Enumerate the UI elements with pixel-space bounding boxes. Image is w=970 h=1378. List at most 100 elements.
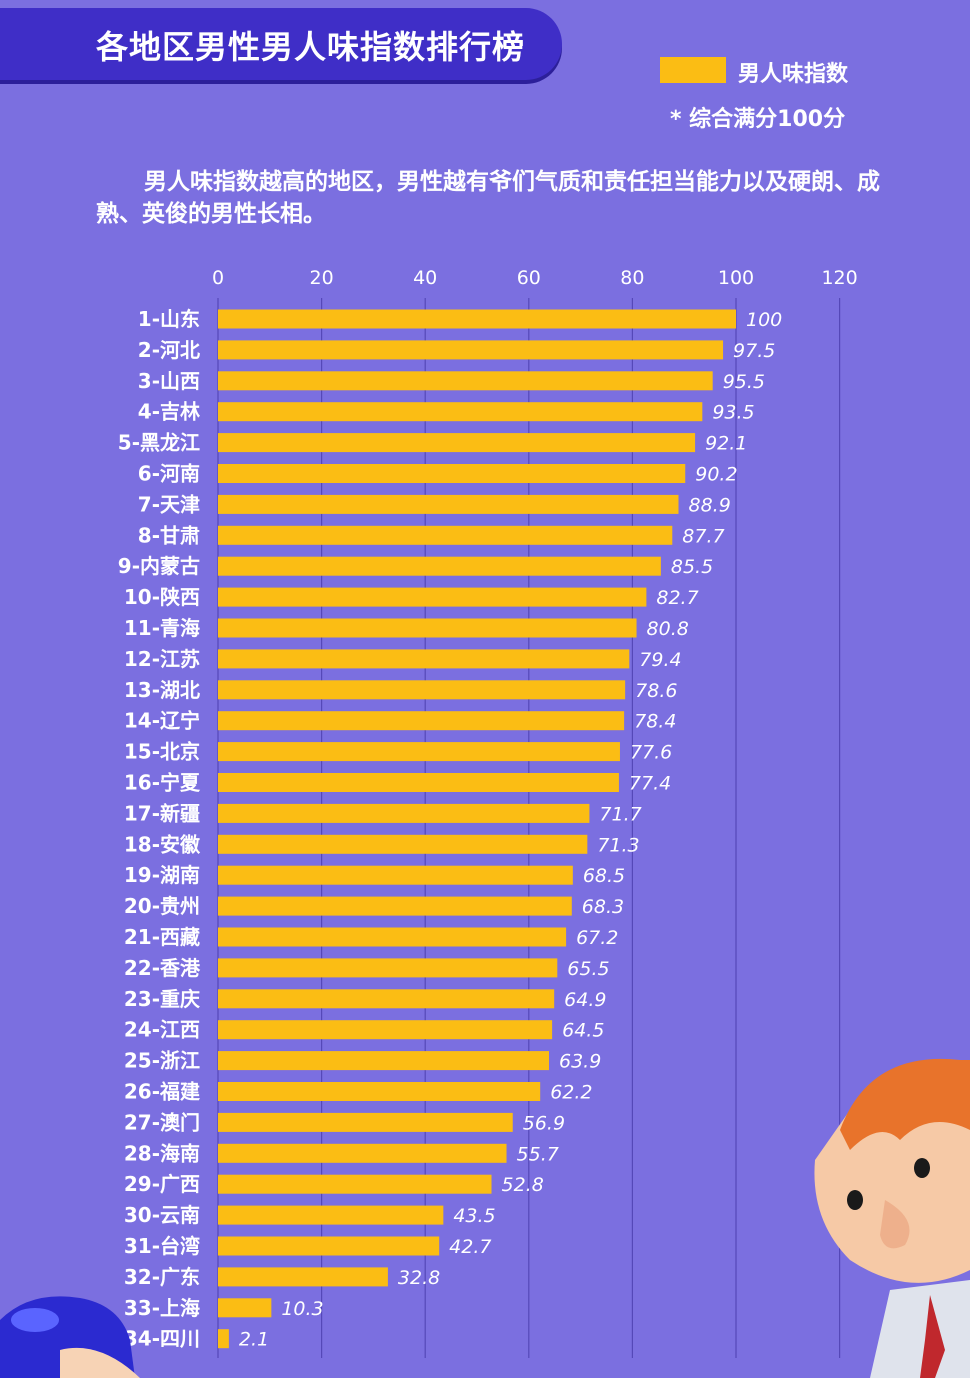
legend-label: 男人味指数 (738, 62, 849, 87)
category-labels: 1-山东 2-河北 3-山西 4-吉林 5-黑龙江 6-河南 7-天津 8-甘肃 9-内蒙古 10… (118, 307, 201, 1351)
value-label: 85.5 (671, 556, 713, 578)
value-label: 92.1 (705, 433, 747, 455)
category-label: 25-浙江 (124, 1049, 200, 1073)
category-label: 9-内蒙古 (118, 554, 200, 578)
category-label: 28-海南 (124, 1141, 200, 1165)
category-label: 32-广东 (124, 1265, 200, 1289)
category-label: 16-宁夏 (124, 771, 201, 795)
value-label: 87.7 (682, 525, 724, 547)
value-label: 52.8 (502, 1174, 544, 1196)
value-label: 67.2 (576, 927, 618, 949)
category-label: 6-河南 (138, 462, 200, 486)
value-label: 77.4 (629, 773, 671, 795)
category-label: 27-澳门 (124, 1110, 200, 1134)
value-label: 78.6 (635, 680, 677, 702)
bar (218, 958, 558, 978)
bar (218, 1329, 229, 1349)
value-label: 90.2 (695, 464, 737, 486)
bar (218, 618, 637, 638)
value-label: 93.5 (712, 402, 754, 424)
value-label: 64.5 (562, 1020, 604, 1042)
category-label: 17-新疆 (124, 801, 200, 825)
category-label: 1-山东 (138, 307, 200, 331)
category-label: 11-青海 (124, 616, 200, 640)
value-label: 2.1 (239, 1329, 269, 1351)
value-label: 71.3 (597, 834, 639, 856)
x-tick-label: 60 (517, 267, 541, 289)
category-label: 24-江西 (124, 1018, 200, 1042)
bar (218, 1298, 272, 1318)
x-tick-label: 40 (413, 267, 437, 289)
category-label: 15-北京 (124, 740, 200, 764)
value-label: 42.7 (449, 1236, 491, 1258)
bar (218, 371, 713, 391)
bar (218, 896, 572, 916)
bar (218, 649, 630, 669)
category-label: 31-台湾 (124, 1234, 200, 1258)
bar (218, 587, 647, 607)
value-label: 65.5 (567, 958, 609, 980)
bar (218, 1205, 444, 1225)
category-label: 14-辽宁 (124, 709, 200, 733)
bar (218, 464, 686, 483)
category-label: 12-江苏 (124, 647, 200, 671)
legend-swatch (660, 57, 726, 83)
bar (218, 1112, 513, 1132)
value-label: 88.9 (689, 494, 731, 516)
bar (218, 494, 679, 514)
bar (218, 989, 555, 1009)
bar (218, 742, 620, 762)
value-label: 82.7 (656, 587, 698, 609)
value-label: 55.7 (517, 1143, 559, 1165)
value-label: 68.3 (582, 896, 624, 918)
category-label: 22-香港 (124, 956, 201, 980)
value-label: 56.9 (523, 1112, 565, 1134)
x-tick-label: 80 (620, 267, 644, 289)
bar (218, 1174, 492, 1194)
value-label: 71.7 (599, 803, 641, 825)
bar (218, 340, 724, 360)
bar (218, 1020, 553, 1040)
chart-description: 男人味指数越高的地区，男性越有爷们气质和责任担当能力以及硬朗、成熟、英俊的男性长… (96, 169, 880, 227)
category-label: 21-西藏 (124, 925, 200, 949)
bar (218, 309, 736, 329)
category-label: 26-福建 (124, 1080, 200, 1104)
x-tick-label: 20 (310, 267, 334, 289)
category-label: 29-广西 (124, 1172, 200, 1196)
category-label: 33-上海 (124, 1296, 200, 1320)
bar (218, 711, 625, 731)
chart-bars (218, 309, 736, 1349)
bar (218, 680, 626, 700)
bar (218, 525, 673, 545)
bar (218, 803, 590, 823)
bar (218, 556, 661, 576)
value-label: 63.9 (559, 1051, 601, 1073)
bar (218, 1143, 507, 1163)
category-label: 34-四川 (124, 1327, 200, 1351)
category-label: 5-黑龙江 (118, 431, 200, 455)
category-label: 30-云南 (124, 1203, 200, 1227)
x-axis-ticks: 0 20 40 60 80 100 120 (212, 267, 858, 289)
value-label: 79.4 (639, 649, 681, 671)
bar (218, 927, 567, 947)
bar (218, 834, 588, 854)
value-label: 95.5 (723, 371, 765, 393)
value-label: 32.8 (398, 1267, 440, 1289)
category-label: 7-天津 (138, 492, 200, 516)
x-tick-label: 120 (821, 267, 857, 289)
category-label: 3-山西 (138, 369, 200, 393)
page-title: 各地区男性男人味指数排行榜 (96, 28, 526, 66)
bar (218, 402, 703, 422)
bar (218, 1236, 440, 1256)
category-label: 18-安徽 (124, 832, 201, 856)
value-label: 68.5 (583, 865, 625, 887)
category-label: 2-河北 (138, 338, 200, 362)
value-label: 62.2 (550, 1082, 592, 1104)
category-label: 13-湖北 (124, 678, 200, 702)
cartoon-boy-left-illustration (0, 1296, 140, 1378)
value-label: 78.4 (634, 711, 676, 733)
category-label: 8-甘肃 (138, 523, 200, 547)
value-label: 43.5 (453, 1205, 495, 1227)
value-label: 97.5 (733, 340, 775, 362)
